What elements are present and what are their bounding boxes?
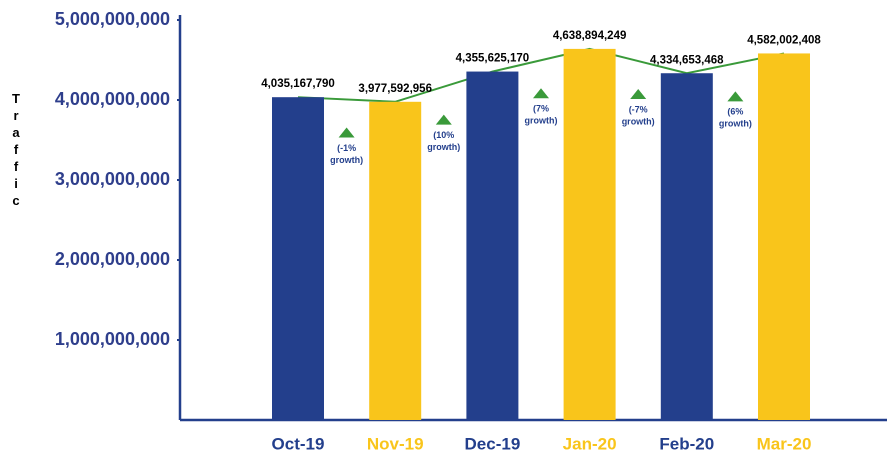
growth-marker	[533, 88, 549, 99]
x-tick-label: Jan-20	[563, 434, 617, 453]
growth-label: growth)	[525, 116, 558, 126]
y-tick-label: 5,000,000,000	[55, 9, 170, 29]
y-tick-label: 4,000,000,000	[55, 89, 170, 109]
growth-label: (6%	[727, 107, 743, 117]
growth-label: (10%	[433, 130, 454, 140]
bar	[660, 73, 713, 420]
x-tick-label: Nov-19	[367, 434, 424, 453]
bar	[466, 71, 519, 420]
y-tick-label: 1,000,000,000	[55, 329, 170, 349]
growth-marker	[727, 91, 744, 102]
growth-marker	[338, 127, 355, 138]
x-tick-label: Dec-19	[465, 434, 521, 453]
bar	[369, 101, 422, 420]
growth-marker	[435, 114, 452, 125]
growth-label: growth)	[330, 155, 363, 165]
y-tick-label: 2,000,000,000	[55, 249, 170, 269]
y-tick-label: 3,000,000,000	[55, 169, 170, 189]
growth-label: growth)	[622, 116, 655, 126]
bar	[272, 97, 324, 420]
growth-marker	[630, 89, 647, 100]
data-label: 4,035,167,790	[261, 78, 335, 90]
growth-label: (-7%	[629, 104, 648, 114]
data-label: 3,977,592,956	[358, 83, 432, 95]
data-label: 4,582,002,408	[747, 34, 821, 46]
growth-label: growth)	[719, 119, 752, 129]
growth-label: growth)	[427, 142, 460, 152]
data-label: 4,355,625,170	[456, 53, 530, 65]
x-tick-label: Oct-19	[272, 434, 325, 453]
data-label: 4,638,894,249	[553, 30, 627, 42]
bar	[758, 53, 810, 420]
data-label: 4,334,653,468	[650, 54, 724, 66]
x-tick-label: Feb-20	[659, 434, 714, 453]
growth-label: (7%	[533, 104, 549, 114]
trend-line	[297, 47, 785, 103]
x-tick-label: Mar-20	[757, 434, 812, 453]
growth-label: (-1%	[337, 143, 356, 153]
bar	[563, 48, 616, 420]
